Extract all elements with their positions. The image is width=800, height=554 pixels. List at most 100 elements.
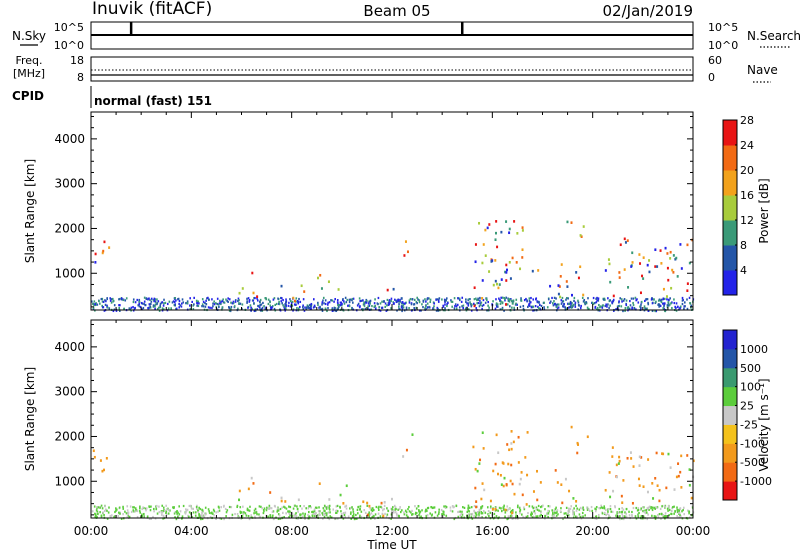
echo-point <box>174 516 176 519</box>
echo-point <box>327 306 329 310</box>
echo-point <box>668 508 671 512</box>
echo-point <box>447 301 449 305</box>
echo-point <box>624 307 627 310</box>
echo-point <box>536 515 539 518</box>
echo-point <box>291 513 294 516</box>
echo-point <box>328 498 331 501</box>
echo-point <box>575 271 578 274</box>
echo-point <box>230 305 233 309</box>
echo-point <box>475 500 478 503</box>
echo-point <box>487 304 489 307</box>
echo-point <box>592 296 595 300</box>
echo-point <box>553 300 555 303</box>
echo-point <box>223 301 226 304</box>
echo-point <box>374 304 377 308</box>
freq-panel <box>90 56 694 82</box>
echo-point <box>154 300 157 303</box>
echo-point <box>424 510 427 513</box>
echo-point <box>304 306 306 309</box>
echo-point <box>263 305 265 308</box>
echo-point <box>319 513 321 517</box>
echo-point <box>418 509 420 512</box>
echo-point <box>196 504 198 507</box>
echo-point <box>289 298 291 301</box>
echo-point <box>157 306 160 309</box>
echo-point <box>511 256 514 260</box>
echo-point <box>555 514 558 517</box>
echo-point <box>646 517 649 521</box>
echo-point <box>606 305 608 308</box>
echo-point <box>426 306 429 309</box>
echo-point <box>401 307 404 310</box>
echo-point <box>645 298 647 301</box>
echo-point <box>619 243 622 247</box>
echo-point <box>99 302 101 305</box>
echo-point <box>149 302 152 306</box>
echo-point <box>305 507 308 510</box>
echo-point <box>149 305 151 308</box>
beam-title: Beam 05 <box>363 2 430 20</box>
echo-point <box>166 302 169 306</box>
echo-point <box>246 301 248 304</box>
echo-point <box>413 306 416 310</box>
echo-point <box>303 505 305 508</box>
echo-point <box>501 308 503 311</box>
echo-point <box>660 298 663 301</box>
echo-point <box>616 305 619 308</box>
echo-point <box>498 506 501 509</box>
echo-point <box>145 509 147 512</box>
echo-point <box>325 506 328 509</box>
echo-point <box>666 266 669 270</box>
echo-point <box>282 298 284 302</box>
echo-point <box>535 297 538 300</box>
echo-point <box>350 511 352 514</box>
echo-point <box>457 515 460 518</box>
echo-point <box>383 500 386 504</box>
echo-point <box>323 513 325 516</box>
echo-point <box>321 303 323 306</box>
echo-point <box>471 517 474 520</box>
echo-point <box>208 510 210 513</box>
echo-point <box>269 516 272 519</box>
echo-point <box>642 277 645 280</box>
echo-point <box>479 296 481 300</box>
echo-point <box>384 512 386 515</box>
echo-point <box>349 507 351 510</box>
echo-point <box>305 308 308 311</box>
echo-point <box>574 303 576 306</box>
echo-point <box>424 307 426 310</box>
echo-point <box>350 517 353 520</box>
echo-point <box>419 510 422 513</box>
echo-point <box>494 259 497 262</box>
echo-point <box>144 303 147 307</box>
echo-point <box>511 302 514 305</box>
ytick-label: 4000 <box>54 132 85 146</box>
echo-point <box>496 303 499 306</box>
echo-point <box>105 508 107 511</box>
echo-point <box>576 507 579 510</box>
xtick-label: 16:00 <box>475 524 510 538</box>
echo-point <box>529 513 532 516</box>
echo-point <box>609 304 611 307</box>
echo-point <box>609 495 612 499</box>
echo-point <box>658 304 661 307</box>
echo-point <box>686 454 689 457</box>
echo-point <box>377 512 380 515</box>
echo-point <box>288 505 290 508</box>
echo-point <box>379 515 382 518</box>
echo-point <box>416 296 419 299</box>
echo-point <box>178 513 181 516</box>
echo-point <box>517 461 520 464</box>
echo-point <box>510 463 513 467</box>
echo-point <box>225 515 227 518</box>
echo-point <box>356 304 359 307</box>
echo-point <box>154 303 157 306</box>
echo-point <box>106 306 109 309</box>
echo-point <box>382 300 385 303</box>
echo-point <box>213 300 215 303</box>
echo-point <box>415 512 418 515</box>
echo-point <box>677 474 680 478</box>
echo-point <box>403 254 406 257</box>
echo-point <box>461 510 463 513</box>
echo-point <box>231 513 234 516</box>
